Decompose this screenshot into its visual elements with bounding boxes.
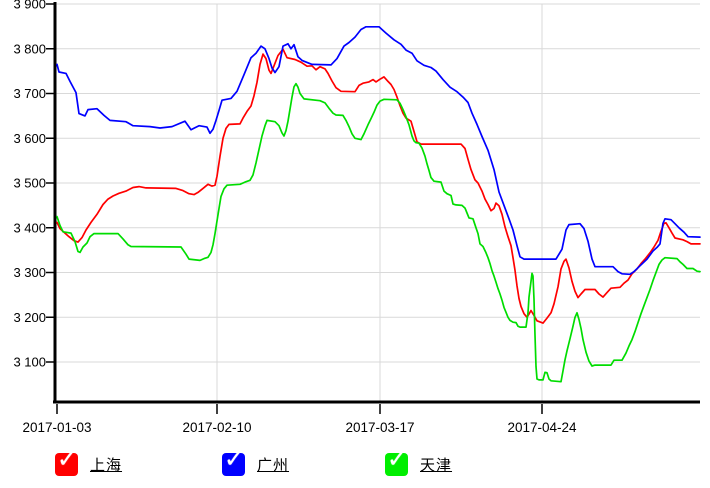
y-tick-label: 3 400 (13, 220, 46, 235)
check-glyph: ✓ (224, 445, 245, 473)
chart-legend: ✓ 上海 ✓ 广州 ✓ 天津 (0, 446, 710, 488)
checkbox-icon-shanghai[interactable]: ✓ (55, 446, 78, 476)
legend-label-shanghai[interactable]: 上海 (90, 456, 123, 474)
y-tick-label: 3 600 (13, 131, 46, 146)
check-glyph: ✓ (57, 445, 78, 473)
series-line-上海 (56, 48, 701, 324)
y-tick-label: 3 500 (13, 176, 46, 191)
x-tick-label: 2017-01-03 (22, 420, 91, 435)
check-glyph: ✓ (387, 445, 408, 473)
x-tick-label: 2017-03-17 (345, 420, 414, 435)
y-tick-label: 3 300 (13, 265, 46, 280)
legend-item-tianjin[interactable]: ✓ 天津 (385, 446, 453, 478)
legend-item-shanghai[interactable]: ✓ 上海 (55, 446, 123, 478)
series-line-天津 (56, 82, 701, 383)
series-line-广州 (56, 25, 701, 276)
y-tick-label: 3 200 (13, 310, 46, 325)
x-tick-label: 2017-02-10 (182, 420, 251, 435)
legend-label-guangzhou[interactable]: 广州 (257, 456, 290, 474)
line-chart-canvas: 3 900 3 800 3 700 3 600 3 500 3 400 3 300 3 200… (13, 0, 701, 435)
x-tick-label: 2017-04-24 (507, 420, 577, 435)
checkbox-icon-guangzhou[interactable]: ✓ (222, 446, 245, 476)
y-tick-label: 3 100 (13, 355, 46, 370)
legend-label-tianjin[interactable]: 天津 (420, 456, 453, 474)
y-tick-label: 3 800 (13, 41, 46, 56)
legend-item-guangzhou[interactable]: ✓ 广州 (222, 446, 290, 478)
y-tick-label: 3 900 (13, 0, 46, 12)
y-tick-label: 3 700 (13, 86, 46, 101)
checkbox-icon-tianjin[interactable]: ✓ (385, 446, 408, 476)
